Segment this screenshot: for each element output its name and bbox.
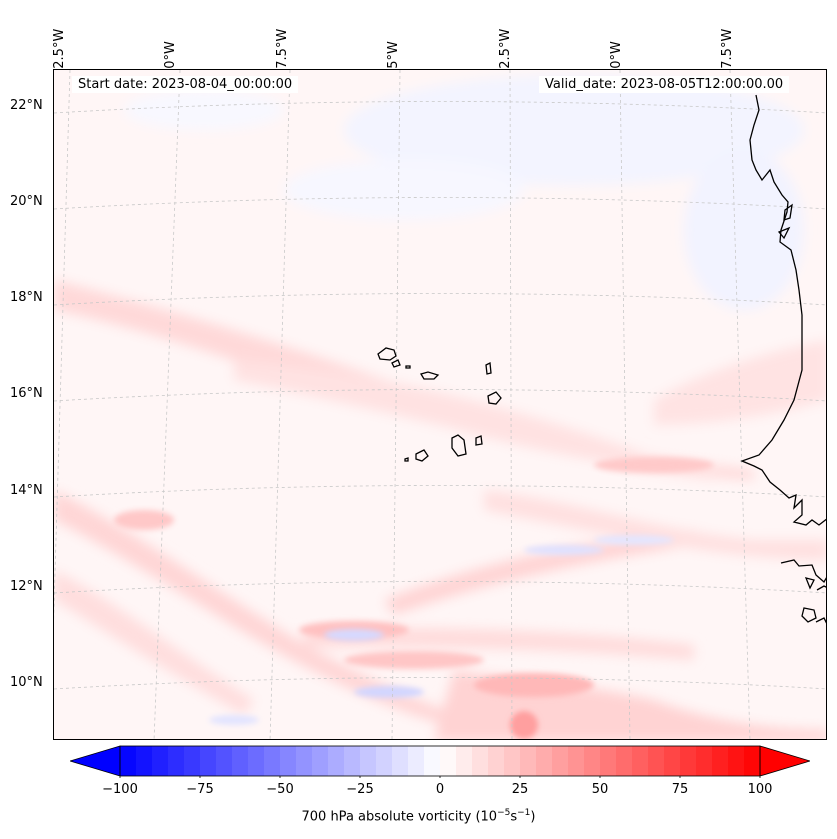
colorbar-cell [680,746,697,776]
positive-vorticity-bands [54,280,826,739]
colorbar-cell [200,746,217,776]
colorbar-cell [328,746,345,776]
colorbar-cell [248,746,265,776]
latitude-label-10n: 10°N [10,675,43,690]
colorbar-cell [600,746,617,776]
colorbar-cell [648,746,665,776]
colorbar-cell [296,746,313,776]
colorbar-cell [360,746,377,776]
colorbar-cell [696,746,713,776]
colorbar-cell [168,746,185,776]
colorbar-cell [520,746,537,776]
colorbar-cell [120,746,137,776]
colorbar-cell [424,746,441,776]
colorbar-label: 700 hPa absolute vorticity (10−5s−1) [301,808,536,825]
colorbar-cells [120,746,761,776]
colorbar-min-extend-arrow [70,745,121,777]
colorbar-cell [568,746,585,776]
start-date-label: Start date: 2023-08-04_00:00:00 [72,76,299,93]
colorbar-cell [632,746,649,776]
colorbar-cell [664,746,681,776]
colorbar-tick-label: −25 [346,782,374,797]
latitude-label-18n: 18°N [10,290,43,305]
colorbar-cell [136,746,153,776]
colorbar-tick-label: 100 [747,782,773,797]
colorbar-cell [584,746,601,776]
colorbar-tick-label: 0 [435,782,445,797]
colorbar-cell [216,746,233,776]
colorbar-tick-label: 25 [511,782,529,797]
colorbar-cell [408,746,425,776]
colorbar-cell [312,746,329,776]
colorbar-tick-label: −100 [102,782,138,797]
african-coastline [740,94,826,624]
colorbar-cell [536,746,553,776]
negative-vorticity-cores [209,535,674,725]
latitude-label-12n: 12°N [10,579,43,594]
colorbar-cell [280,746,297,776]
colorbar-cell [712,746,729,776]
colorbar-tick-label: 50 [591,782,609,797]
negative-vorticity-regions [124,75,804,310]
colorbar-cell [504,746,521,776]
map-panel[interactable] [53,69,827,740]
cape-verde-islands [377,347,502,462]
colorbar-cell [440,746,457,776]
colorbar-cell [456,746,473,776]
colorbar-cell [376,746,393,776]
colorbar-tick-label: −50 [266,782,294,797]
gridlines [54,70,826,739]
colorbar-cell [344,746,361,776]
colorbar-tick-label: 75 [671,782,689,797]
colorbar-cell [616,746,633,776]
latitude-label-16n: 16°N [10,386,43,401]
colorbar-tick-marks [119,776,761,778]
colorbar [70,745,810,778]
vorticity-map [54,70,826,739]
valid-date-label: Valid_date: 2023-08-05T12:00:00.00 [539,76,790,93]
colorbar-cell [152,746,169,776]
colorbar-cell [232,746,249,776]
latitude-label-22n: 22°N [10,98,43,113]
colorbar-cell [552,746,569,776]
colorbar-cell [472,746,489,776]
colorbar-tick-label: −75 [186,782,214,797]
colorbar-max-extend-arrow [759,745,810,777]
latitude-label-14n: 14°N [10,483,43,498]
colorbar-cell [488,746,505,776]
colorbar-cell [728,746,745,776]
colorbar-cell [392,746,409,776]
latitude-label-20n: 20°N [10,194,43,209]
colorbar-cell [184,746,201,776]
colorbar-cell [264,746,281,776]
colorbar-cell [744,746,761,776]
